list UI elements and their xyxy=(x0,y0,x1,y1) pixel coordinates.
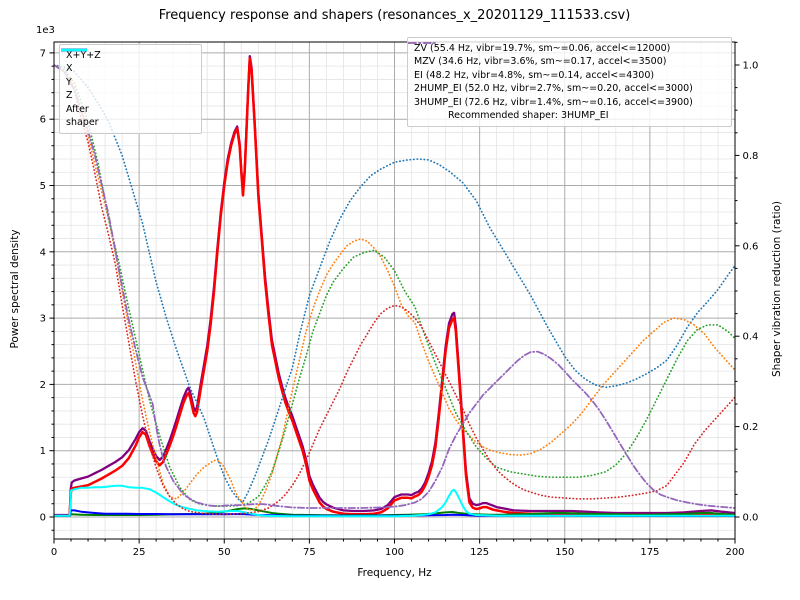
x-tick-label: 150 xyxy=(555,547,574,558)
x-tick-label: 25 xyxy=(133,547,146,558)
after_shaper-line-swatch xyxy=(61,48,87,52)
legend-label-zv: ZV (55.4 Hz, vibr=19.7%, sm~=0.06, accel… xyxy=(414,43,671,54)
3hump_ei-line-swatch xyxy=(408,42,436,44)
legend-item-z: Z xyxy=(61,48,195,102)
legend-item-ei: EI (48.2 Hz, vibr=4.8%, sm~=0.14, accel<… xyxy=(408,42,725,82)
right-y-tick-label: 0.8 xyxy=(743,151,759,162)
legend-label-z: Z xyxy=(66,90,73,102)
right-y-tick-label: 0.6 xyxy=(743,241,759,252)
legend-label-2hump_ei: 2HUMP_EI (52.0 Hz, vibr=2.7%, sm~=0.20, … xyxy=(414,83,693,95)
right-y-tick-label: 1.0 xyxy=(743,61,759,72)
legend-label-xyz: X+Y+Z xyxy=(66,50,101,61)
right-y-tick-label: 0.4 xyxy=(743,332,759,343)
series-zv xyxy=(54,64,735,504)
legend-item-zv: ZV (55.4 Hz, vibr=19.7%, sm~=0.06, accel… xyxy=(408,42,725,55)
legend-psd: X+Y+Z X Y Z After shaper xyxy=(59,44,202,135)
series-3hump_ei xyxy=(54,64,735,509)
legend-item-2hump_ei: 2HUMP_EI (52.0 Hz, vibr=2.7%, sm~=0.20, … xyxy=(408,42,725,95)
legend-label-y: Y xyxy=(66,76,72,88)
legend-item-3hump_ei: 3HUMP_EI (72.6 Hz, vibr=1.4%, sm~=0.16, … xyxy=(408,42,725,109)
y-axis-offset-label: 1e3 xyxy=(36,25,55,36)
legend-label-ei: EI (48.2 Hz, vibr=4.8%, sm~=0.14, accel<… xyxy=(414,69,655,81)
series-x xyxy=(54,56,735,517)
legend-label-x: X xyxy=(66,63,73,75)
x-tick-label: 100 xyxy=(385,547,404,558)
tick-marks xyxy=(49,41,740,544)
legend-recommended-shaper-note: Recommended shaper: 3HUMP_EI xyxy=(448,110,609,122)
left-y-tick-label: 7 xyxy=(40,48,46,59)
legend-label-after_shaper: After shaper xyxy=(66,103,99,129)
x-tick-label: 200 xyxy=(725,547,744,558)
legend-item-mzv: MZV (34.6 Hz, vibr=3.6%, sm~=0.17, accel… xyxy=(408,42,725,68)
x-axis-label: Frequency, Hz xyxy=(357,567,432,579)
left-y-tick-label: 2 xyxy=(40,380,46,391)
right-y-tick-label: 0.2 xyxy=(743,422,759,433)
left-y-tick-label: 0 xyxy=(40,513,46,524)
left-y-tick-label: 6 xyxy=(40,115,46,126)
x-tick-label: 125 xyxy=(470,547,489,558)
series-ei xyxy=(54,64,735,508)
left-y-tick-label: 5 xyxy=(40,181,46,192)
left-y-tick-label: 1 xyxy=(40,446,46,457)
legend-item-x: X xyxy=(61,48,195,75)
left-y-tick-label: 3 xyxy=(40,314,46,325)
legend-label-3hump_ei: 3HUMP_EI (72.6 Hz, vibr=1.4%, sm~=0.16, … xyxy=(414,96,693,108)
series-mzv xyxy=(54,64,735,512)
legend-item-y: Y xyxy=(61,48,195,89)
left-y-tick-label: 4 xyxy=(40,247,46,258)
chart-title: Frequency response and shapers (resonanc… xyxy=(158,8,631,23)
right-y-tick-label: 0.0 xyxy=(743,513,759,524)
legend-item-after_shaper: After shaper xyxy=(61,48,195,130)
tick-labels: 0 25 50 75 100 125 150 175 200 0 1 2 3 4 5 6 7 0.0 0.2 0.4 0… xyxy=(40,48,759,558)
left-y-axis-label: Power spectral density xyxy=(9,229,21,349)
x-tick-label: 50 xyxy=(218,547,231,558)
x-tick-label: 0 xyxy=(51,547,57,558)
legend-shapers: ZV (55.4 Hz, vibr=19.7%, sm~=0.06, accel… xyxy=(407,37,732,128)
x-tick-label: 175 xyxy=(640,547,659,558)
legend-label-mzv: MZV (34.6 Hz, vibr=3.6%, sm~=0.17, accel… xyxy=(414,56,667,68)
right-y-axis-label: Shaper vibration reduction (ratio) xyxy=(771,200,783,378)
series-after_shaper xyxy=(54,484,735,518)
x-tick-label: 75 xyxy=(303,547,316,558)
